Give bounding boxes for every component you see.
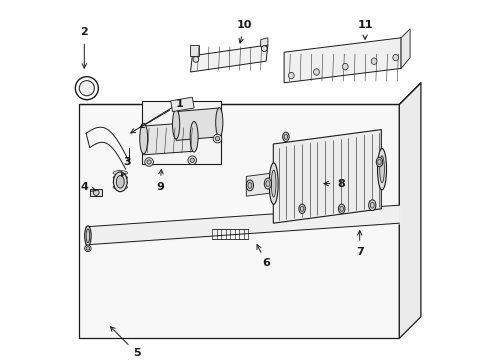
Circle shape [190, 158, 194, 162]
Text: 8: 8 [337, 179, 345, 189]
Ellipse shape [288, 72, 294, 79]
Circle shape [144, 158, 153, 166]
Polygon shape [143, 122, 194, 155]
Circle shape [84, 245, 91, 252]
Text: 10: 10 [236, 20, 252, 30]
Ellipse shape [113, 172, 127, 192]
Ellipse shape [265, 181, 269, 186]
Circle shape [215, 136, 219, 141]
Ellipse shape [246, 180, 253, 191]
Text: 1: 1 [176, 99, 183, 109]
Text: 5: 5 [132, 348, 140, 358]
Ellipse shape [313, 69, 319, 75]
Circle shape [86, 247, 89, 250]
Ellipse shape [264, 178, 271, 189]
Ellipse shape [342, 63, 347, 70]
Ellipse shape [375, 157, 382, 167]
Circle shape [187, 156, 196, 165]
Text: 3: 3 [123, 157, 131, 167]
Polygon shape [90, 189, 102, 196]
Ellipse shape [377, 159, 381, 165]
Polygon shape [284, 38, 400, 83]
Polygon shape [176, 108, 219, 140]
Ellipse shape [298, 204, 305, 213]
Ellipse shape [338, 204, 344, 213]
Ellipse shape [284, 134, 287, 139]
Ellipse shape [84, 226, 91, 246]
Polygon shape [400, 29, 409, 68]
Polygon shape [190, 45, 267, 72]
Ellipse shape [247, 183, 251, 188]
Ellipse shape [215, 108, 223, 137]
Ellipse shape [339, 206, 343, 211]
Ellipse shape [172, 109, 179, 139]
Polygon shape [142, 101, 221, 164]
Circle shape [213, 134, 222, 143]
Ellipse shape [116, 175, 124, 188]
Circle shape [79, 81, 94, 96]
Circle shape [261, 46, 266, 51]
Ellipse shape [368, 200, 375, 211]
Ellipse shape [140, 123, 147, 154]
Polygon shape [246, 173, 274, 196]
Polygon shape [79, 104, 399, 338]
Text: 7: 7 [355, 247, 363, 257]
Ellipse shape [370, 58, 376, 64]
Ellipse shape [282, 132, 288, 141]
Ellipse shape [392, 54, 398, 61]
Circle shape [193, 57, 199, 62]
Ellipse shape [300, 206, 303, 211]
Polygon shape [170, 97, 194, 112]
Polygon shape [260, 38, 267, 47]
Ellipse shape [377, 149, 386, 190]
Ellipse shape [271, 170, 275, 197]
Ellipse shape [369, 202, 373, 208]
Polygon shape [399, 83, 420, 338]
Text: 4: 4 [80, 182, 88, 192]
Circle shape [93, 190, 99, 195]
Text: 6: 6 [262, 258, 269, 268]
Text: 2: 2 [80, 27, 88, 37]
Circle shape [146, 160, 151, 164]
Text: 11: 11 [357, 20, 372, 30]
Ellipse shape [190, 122, 198, 152]
Ellipse shape [268, 163, 278, 204]
Ellipse shape [86, 229, 89, 243]
Text: 9: 9 [156, 182, 163, 192]
Polygon shape [190, 45, 199, 56]
Polygon shape [273, 130, 381, 223]
Ellipse shape [379, 156, 384, 183]
